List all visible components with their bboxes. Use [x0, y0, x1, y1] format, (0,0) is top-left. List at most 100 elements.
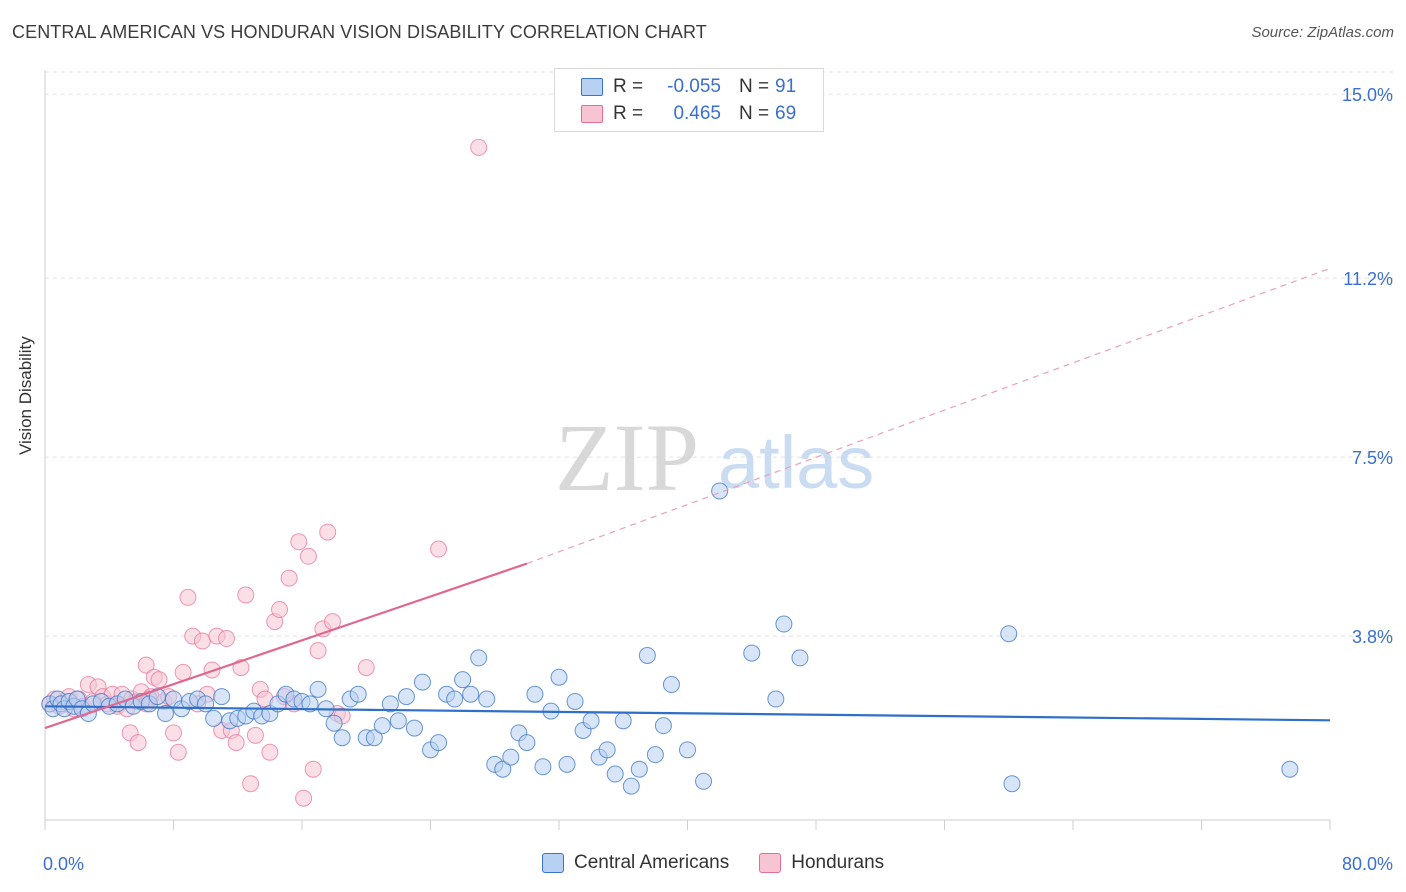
data-point-hondurans	[165, 724, 182, 742]
data-point-central-americans	[791, 649, 809, 667]
legend-swatch-blue	[581, 78, 603, 96]
data-point-central-americans	[534, 758, 552, 776]
x-tick-label: 80.0%	[1342, 854, 1393, 874]
data-point-hondurans	[309, 642, 327, 660]
data-point-central-americans	[478, 690, 496, 708]
data-point-central-americans	[1003, 775, 1021, 793]
data-point-central-americans	[197, 695, 215, 713]
tick-labels: 3.8% 7.5% 11.2% 15.0% 0.0% 80.0%	[43, 85, 1393, 874]
data-point-hondurans	[290, 533, 308, 551]
y-tick-label: 15.0%	[1342, 85, 1393, 105]
data-point-hondurans	[150, 671, 168, 689]
data-point-hondurans	[304, 760, 322, 778]
data-point-central-americans	[614, 712, 632, 730]
data-point-central-americans	[301, 695, 319, 713]
data-point-central-americans	[638, 646, 656, 664]
legend-r-value: 0.465	[673, 103, 721, 124]
watermark: ZIP atlas	[555, 404, 874, 511]
data-point-central-americans	[446, 690, 464, 708]
data-point-central-americans	[213, 688, 231, 706]
legend-label: Hondurans	[791, 852, 885, 873]
data-point-hondurans	[357, 659, 375, 677]
data-point-central-americans	[558, 755, 576, 773]
data-point-central-americans	[662, 676, 680, 694]
legend-item-central-americans[interactable]: Central Americans	[542, 852, 729, 874]
data-point-hondurans	[295, 789, 313, 807]
data-point-hondurans	[246, 726, 264, 744]
x-tick-label: 0.0%	[43, 854, 84, 874]
data-point-central-americans	[582, 712, 600, 730]
data-point-hondurans	[237, 586, 255, 604]
data-point-hondurans	[137, 656, 155, 674]
y-tick-label: 7.5%	[1352, 448, 1393, 468]
data-point-hondurans	[218, 630, 236, 648]
data-point-hondurans	[430, 540, 448, 558]
data-point-hondurans	[193, 632, 211, 650]
series-legend: Central Americans Hondurans	[542, 852, 914, 874]
legend-r-label: R =	[613, 103, 644, 124]
data-point-central-americans	[156, 705, 174, 723]
data-point-central-americans	[767, 690, 785, 708]
trend-lines	[44, 267, 1331, 730]
data-point-hondurans	[261, 743, 279, 761]
data-point-central-americans	[566, 692, 584, 710]
y-axis-label: Vision Disability	[16, 336, 35, 455]
data-point-central-americans	[679, 741, 696, 759]
data-point-central-americans	[711, 482, 729, 500]
legend-n-label: N =	[739, 76, 770, 97]
legend-n-value: 91	[775, 76, 797, 97]
data-point-central-americans	[598, 741, 616, 759]
watermark-atlas: atlas	[718, 421, 874, 504]
data-point-central-americans	[518, 734, 536, 752]
legend-n-value: 69	[775, 103, 797, 124]
data-point-hondurans	[179, 588, 197, 606]
legend-r-label: R =	[613, 76, 644, 97]
data-point-hondurans	[470, 138, 488, 156]
data-point-central-americans	[462, 685, 480, 703]
legend-swatch-blue	[542, 853, 564, 873]
legend-n-label: N =	[739, 103, 770, 124]
data-point-central-americans	[695, 772, 713, 790]
grid-lines	[45, 71, 1395, 637]
data-point-central-americans	[622, 777, 640, 795]
data-point-central-americans	[630, 760, 648, 778]
data-point-central-americans	[405, 719, 423, 737]
y-tick-label: 3.8%	[1352, 627, 1393, 647]
data-point-hondurans	[319, 523, 337, 541]
source-label: Source: ZipAtlas.com	[1251, 24, 1394, 41]
data-point-central-americans	[430, 734, 448, 752]
data-point-central-americans	[743, 644, 761, 662]
data-point-central-americans	[389, 712, 407, 730]
data-point-hondurans	[299, 547, 317, 565]
data-point-hondurans	[129, 734, 147, 752]
data-point-central-americans	[381, 695, 399, 713]
data-point-central-americans	[365, 729, 383, 747]
data-point-central-americans	[550, 668, 568, 686]
chart-title: CENTRAL AMERICAN VS HONDURAN VISION DISA…	[12, 22, 707, 42]
data-point-hondurans	[227, 734, 245, 752]
data-point-central-americans	[654, 717, 672, 735]
data-point-central-americans	[1000, 625, 1018, 643]
data-point-central-americans	[775, 615, 793, 633]
trend-line-hondurans	[44, 562, 528, 730]
data-point-central-americans	[646, 746, 664, 764]
data-point-central-americans	[333, 729, 351, 747]
legend-r-value: -0.055	[667, 76, 721, 97]
data-point-hondurans	[242, 775, 260, 793]
axes	[44, 70, 1331, 830]
legend-item-hondurans[interactable]: Hondurans	[759, 852, 884, 874]
data-point-hondurans	[169, 743, 187, 761]
data-point-hondurans	[280, 569, 298, 587]
data-point-central-americans	[349, 685, 367, 703]
watermark-zip: ZIP	[555, 404, 699, 511]
legend-swatch-pink	[581, 105, 603, 123]
data-point-central-americans	[413, 673, 431, 691]
data-point-central-americans	[526, 685, 544, 703]
trend-line-central-americans	[44, 705, 1331, 722]
data-point-central-americans	[470, 649, 488, 667]
data-point-central-americans	[1281, 760, 1299, 778]
legend-swatch-pink	[759, 853, 782, 873]
y-tick-label: 11.2%	[1343, 269, 1393, 289]
data-point-central-americans	[397, 688, 415, 706]
